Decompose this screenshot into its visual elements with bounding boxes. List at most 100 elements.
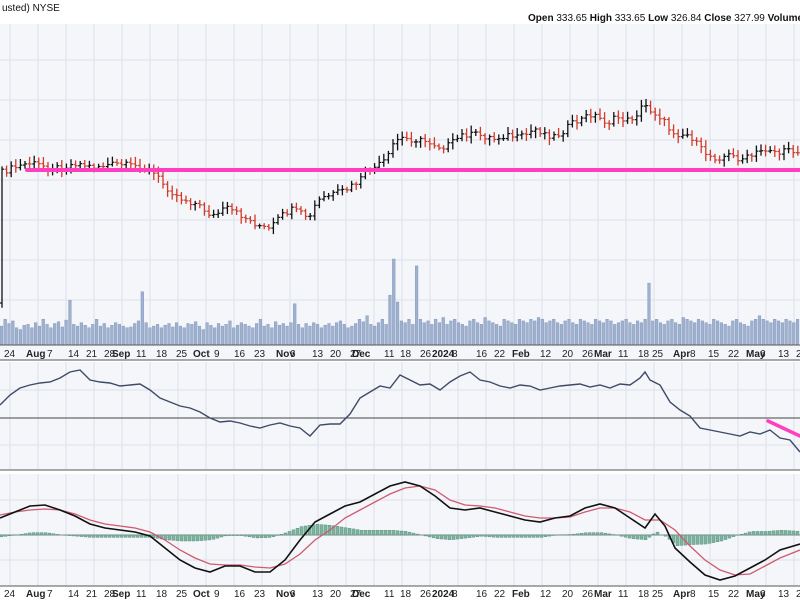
histogram-bar bbox=[267, 534, 272, 538]
volume-bar bbox=[190, 324, 194, 346]
ohlc-bar bbox=[510, 129, 515, 142]
histogram-bar bbox=[27, 532, 32, 536]
ohlc-bar bbox=[464, 128, 469, 142]
ohlc-bar bbox=[0, 166, 4, 308]
ohlc-bar bbox=[128, 157, 133, 170]
symbol-exchange: usted) NYSE bbox=[2, 3, 60, 14]
volume-bar bbox=[380, 319, 384, 346]
histogram-bar bbox=[547, 534, 552, 537]
ohlc-bar bbox=[280, 208, 285, 220]
ohlc-bar bbox=[197, 199, 202, 209]
volume-bar bbox=[56, 321, 61, 346]
histogram-bar bbox=[95, 534, 100, 538]
ohlc-bar bbox=[598, 108, 602, 121]
ohlc-bar bbox=[73, 160, 78, 170]
histogram-bar bbox=[171, 534, 176, 541]
x-tick-label: 15 bbox=[708, 349, 720, 360]
volume-bar bbox=[49, 327, 53, 346]
histogram-bar bbox=[47, 532, 52, 536]
ohlc-bar bbox=[202, 202, 207, 216]
ohlc-bar bbox=[570, 114, 575, 128]
ohlc-bar bbox=[414, 139, 418, 148]
histogram-bar bbox=[411, 532, 416, 536]
macd-histogram bbox=[0, 524, 800, 546]
histogram-bar bbox=[583, 532, 588, 536]
histogram-bar bbox=[571, 533, 576, 536]
histogram-bar bbox=[203, 534, 208, 541]
x-tick-label-bottom: 11 bbox=[136, 589, 147, 600]
volume-bar bbox=[37, 325, 42, 346]
ohlc-bar bbox=[496, 134, 501, 145]
histogram-bar bbox=[755, 531, 760, 536]
x-tick-label: 11 bbox=[618, 349, 629, 360]
volume-bar bbox=[373, 325, 377, 346]
volume-bar bbox=[117, 324, 122, 346]
histogram-bar bbox=[19, 534, 24, 536]
x-tick-label-bottom: Dec bbox=[352, 589, 371, 600]
histogram-bar bbox=[383, 530, 388, 536]
histogram-bar bbox=[679, 534, 684, 546]
volume-bar bbox=[662, 324, 666, 346]
x-tick-label: 12 bbox=[540, 349, 552, 360]
ohlc-bar bbox=[579, 115, 584, 127]
ohlc-bar bbox=[552, 131, 556, 141]
ohlc-bar bbox=[174, 188, 179, 203]
ohlc-bar bbox=[795, 145, 800, 156]
ohlc-bar bbox=[276, 214, 280, 225]
histogram-bar bbox=[495, 534, 500, 538]
x-tick-label-bottom: 22 bbox=[728, 589, 740, 600]
volume-bar bbox=[704, 322, 708, 346]
volume-bar bbox=[289, 322, 293, 346]
volume-bar bbox=[590, 324, 594, 346]
ohlc-bar bbox=[455, 134, 460, 143]
volume-bar bbox=[167, 323, 171, 346]
histogram-bar bbox=[43, 532, 48, 536]
volume-bar bbox=[731, 320, 735, 346]
volume-bar bbox=[655, 319, 659, 346]
x-tick-label: Feb bbox=[512, 349, 530, 360]
volume-bar bbox=[746, 325, 750, 346]
histogram-bar bbox=[431, 534, 436, 539]
volume-bar bbox=[635, 320, 640, 346]
volume-bar bbox=[475, 322, 480, 346]
volume-bar bbox=[670, 319, 674, 346]
histogram-bar bbox=[635, 534, 640, 540]
histogram-bar bbox=[519, 534, 524, 538]
histogram-bar bbox=[403, 531, 408, 536]
volume-bar bbox=[342, 324, 346, 346]
volume-bar bbox=[315, 324, 320, 346]
volume-bar bbox=[11, 320, 15, 346]
ohlc-bar bbox=[409, 131, 414, 147]
histogram-bar bbox=[595, 532, 600, 536]
ohlc-bar bbox=[423, 133, 428, 148]
volume-bar bbox=[582, 320, 586, 346]
volume-bar bbox=[30, 327, 34, 346]
volume-bar bbox=[392, 258, 396, 346]
ohlc-bar bbox=[538, 127, 543, 137]
ohlc-bar bbox=[354, 181, 359, 191]
ohlc-bar bbox=[506, 127, 510, 141]
ohlc-bar bbox=[234, 206, 239, 216]
ohlc-bar bbox=[207, 205, 211, 218]
ohlc-bar bbox=[634, 110, 639, 126]
histogram-bar bbox=[131, 534, 136, 538]
histogram-bar bbox=[247, 534, 252, 538]
histogram-bar bbox=[791, 530, 796, 536]
histogram-bar bbox=[183, 534, 188, 542]
volume-bar bbox=[552, 319, 556, 346]
x-tick-label-bottom: 12 bbox=[540, 589, 552, 600]
volume-bar bbox=[163, 325, 167, 346]
high-label: High bbox=[589, 13, 612, 24]
ohlc-bar bbox=[717, 155, 722, 164]
x-tick-label-bottom: 18 bbox=[638, 589, 650, 600]
high-value: 333.65 bbox=[614, 13, 646, 24]
volume-bar bbox=[98, 325, 102, 346]
volume-bar bbox=[498, 325, 502, 346]
volume-bar bbox=[719, 322, 723, 346]
volume-bar bbox=[715, 320, 720, 346]
x-tick-label-bottom: 13 bbox=[312, 589, 324, 600]
ohlc-bar bbox=[726, 149, 731, 162]
volume-bar bbox=[232, 327, 236, 346]
